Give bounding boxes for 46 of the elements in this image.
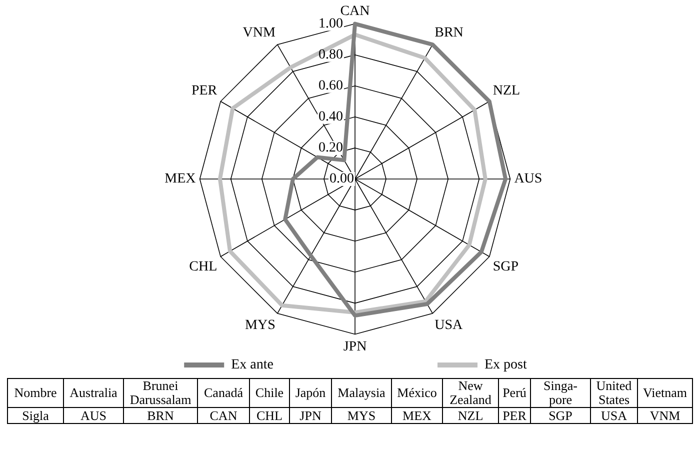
spoke-label: AUS bbox=[514, 172, 542, 187]
text: Vietnam bbox=[643, 385, 687, 400]
spoke-label: VNM bbox=[242, 25, 276, 40]
y-tick-label: 0.20 bbox=[318, 140, 343, 156]
spoke-label: SGP bbox=[492, 260, 519, 275]
text: USA bbox=[600, 408, 627, 422]
spoke-label: MYS bbox=[245, 318, 276, 333]
text: MEX bbox=[402, 408, 432, 422]
text: MYS bbox=[347, 408, 376, 422]
text: United States bbox=[596, 378, 632, 407]
text: Chile bbox=[255, 385, 284, 400]
text: Malaysia bbox=[338, 385, 386, 400]
text: JPN bbox=[300, 408, 322, 422]
spoke-label: MEX bbox=[164, 172, 196, 187]
y-tick-label: 0.00 bbox=[330, 172, 354, 187]
y-tick-label: 0.80 bbox=[318, 48, 343, 63]
text: CHL bbox=[256, 408, 282, 422]
y-tick-label: 1.00 bbox=[318, 16, 343, 32]
spoke-label: USA bbox=[434, 318, 464, 333]
text: Perú bbox=[502, 385, 526, 400]
spoke-label: JPN bbox=[343, 339, 367, 354]
spoke-label: CAN bbox=[340, 4, 370, 20]
text: BRN bbox=[147, 408, 174, 422]
category-label: Nombre bbox=[14, 385, 57, 400]
y-tick-label: 0.40 bbox=[318, 110, 343, 125]
spoke-label: NZL bbox=[492, 84, 520, 99]
text: PER bbox=[502, 408, 526, 422]
text: CAN bbox=[210, 408, 238, 422]
text: AUS bbox=[80, 408, 106, 422]
text: Australia bbox=[70, 385, 118, 400]
text: Canadá bbox=[204, 385, 243, 400]
spoke-label: CHL bbox=[189, 260, 218, 275]
category-label: Sigla bbox=[22, 408, 49, 422]
legend-label: Ex ante bbox=[231, 358, 274, 373]
text: VNM bbox=[650, 408, 680, 422]
text: Singa-pore bbox=[544, 378, 578, 407]
text: NZL bbox=[458, 408, 484, 422]
spoke-label: BRN bbox=[434, 25, 464, 40]
y-tick-label: 0.60 bbox=[318, 78, 343, 94]
text: México bbox=[397, 385, 437, 400]
legend-label: Ex post bbox=[484, 358, 527, 373]
text: New Zealand bbox=[450, 378, 492, 407]
text: Japón bbox=[295, 385, 326, 400]
text: SGP bbox=[548, 408, 572, 422]
spoke-label: PER bbox=[191, 84, 218, 99]
text: Brunei Darussalam bbox=[130, 378, 192, 407]
